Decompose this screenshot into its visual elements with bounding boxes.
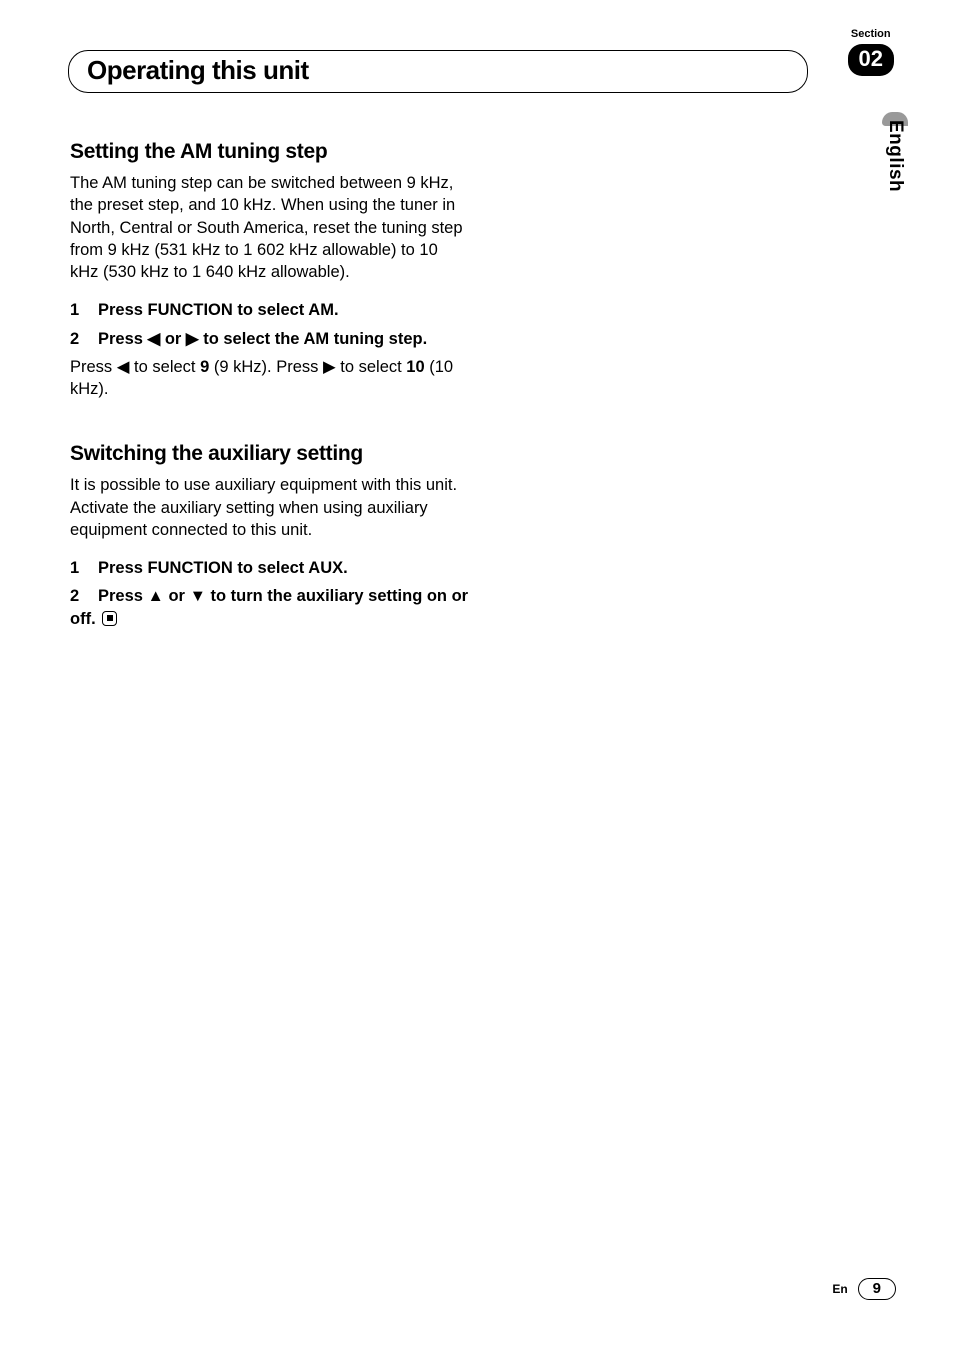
step-text-part: Press [98,330,148,348]
page-footer: En 9 [832,1278,896,1300]
step-text-part: Press [98,587,148,605]
step-text: Press FUNCTION to select AUX. [98,559,348,577]
right-arrow-icon: ▶ [186,330,199,348]
step-text-part: or [164,587,190,605]
detail-part: Press [70,358,117,376]
intro-aux-setting: It is possible to use auxiliary equipmen… [70,474,470,541]
am-step-2-detail: Press ◀ to select 9 (9 kHz). Press ▶ to … [70,356,470,401]
detail-part: to select [336,358,407,376]
step-text-part: to select the AM tuning step. [199,330,428,348]
value-9: 9 [200,358,209,376]
detail-part: to select [129,358,200,376]
up-arrow-icon: ▲ [148,587,164,605]
aux-step-2: 2Press ▲ or ▼ to turn the auxiliary sett… [70,585,470,630]
step-number: 1 [70,557,98,579]
chapter-title: Operating this unit [87,55,309,86]
heading-aux-setting: Switching the auxiliary setting [70,442,470,466]
am-step-1: 1Press FUNCTION to select AM. [70,299,470,321]
heading-am-tuning: Setting the AM tuning step [70,140,470,164]
down-arrow-icon: ▼ [190,587,206,605]
page-header: Operating this unit Section 02 [60,50,894,90]
step-number: 2 [70,585,98,607]
step-number: 2 [70,328,98,350]
step-text: Press FUNCTION to select AM. [98,301,339,319]
value-10: 10 [406,358,424,376]
step-number: 1 [70,299,98,321]
content-column: Setting the AM tuning step The AM tuning… [70,140,470,630]
detail-part: (9 kHz). Press [209,358,323,376]
am-step-2: 2Press ◀ or ▶ to select the AM tuning st… [70,328,470,350]
left-arrow-icon: ◀ [148,330,161,348]
section-indicator: Section 02 [848,28,894,76]
page: Operating this unit Section 02 English S… [0,0,954,1352]
intro-am-tuning: The AM tuning step can be switched betwe… [70,172,470,283]
section-label: Section [848,28,894,40]
section-number-badge: 02 [848,44,894,76]
right-arrow-icon: ▶ [323,358,336,376]
end-section-icon [102,611,117,626]
footer-lang-code: En [832,1282,847,1296]
left-arrow-icon: ◀ [117,358,130,376]
language-tab: English [884,120,906,192]
page-number-badge: 9 [858,1278,896,1300]
step-text-part: or [160,330,186,348]
chapter-title-box: Operating this unit [68,50,808,93]
aux-step-1: 1Press FUNCTION to select AUX. [70,557,470,579]
